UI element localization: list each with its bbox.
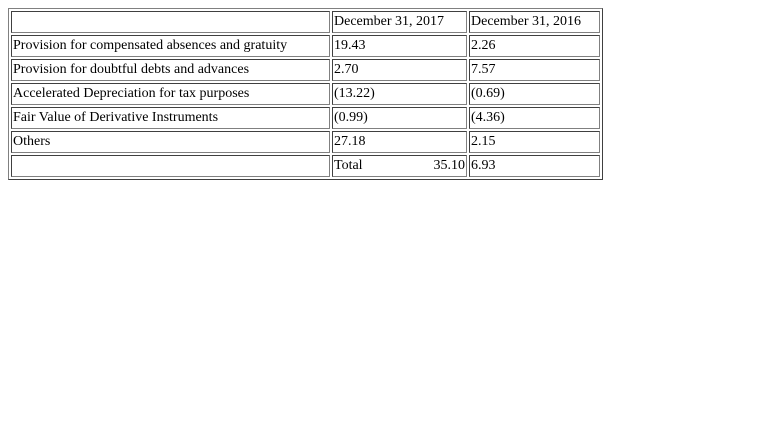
value-2017: 27.18	[332, 131, 467, 153]
total-row: Total 35.10 6.93	[11, 155, 600, 177]
row-label: Others	[11, 131, 330, 153]
value-2016: 2.26	[469, 35, 600, 57]
value-2016: (4.36)	[469, 107, 600, 129]
total-value-2016: 6.93	[469, 155, 600, 177]
table-row: Others 27.18 2.15	[11, 131, 600, 153]
table-header-row: December 31, 2017 December 31, 2016	[11, 11, 600, 33]
value-2017: (13.22)	[332, 83, 467, 105]
value-2017: 2.70	[332, 59, 467, 81]
deferred-tax-table: December 31, 2017 December 31, 2016 Prov…	[8, 8, 603, 180]
value-2017: 19.43	[332, 35, 467, 57]
value-2016: (0.69)	[469, 83, 600, 105]
header-dec-2017: December 31, 2017	[332, 11, 467, 33]
row-label: Accelerated Depreciation for tax purpose…	[11, 83, 330, 105]
total-label-cell	[11, 155, 330, 177]
row-label: Provision for doubtful debts and advance…	[11, 59, 330, 81]
table-row: Provision for compensated absences and g…	[11, 35, 600, 57]
header-dec-2016: December 31, 2016	[469, 11, 600, 33]
header-label-cell	[11, 11, 330, 33]
row-label: Provision for compensated absences and g…	[11, 35, 330, 57]
value-2016: 2.15	[469, 131, 600, 153]
value-2017: (0.99)	[332, 107, 467, 129]
total-value-2017: 35.10	[433, 158, 466, 173]
row-label: Fair Value of Derivative Instruments	[11, 107, 330, 129]
value-2016: 7.57	[469, 59, 600, 81]
total-label: Total	[334, 158, 363, 173]
total-2017-cell: Total 35.10	[332, 155, 467, 177]
table-row: Fair Value of Derivative Instruments (0.…	[11, 107, 600, 129]
table-row: Accelerated Depreciation for tax purpose…	[11, 83, 600, 105]
table-row: Provision for doubtful debts and advance…	[11, 59, 600, 81]
